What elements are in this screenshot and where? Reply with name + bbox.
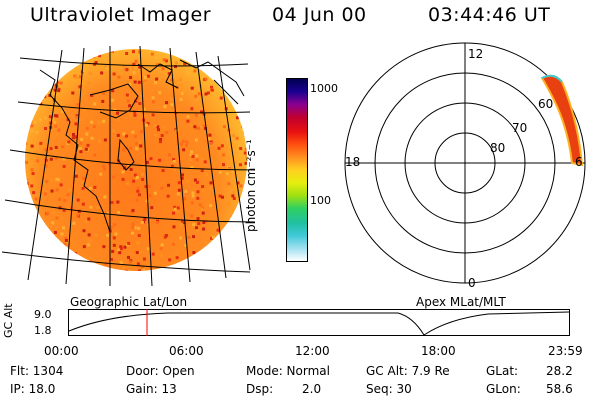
flight-info: Flt: 1304 — [10, 364, 64, 378]
gc-alt-info: GC Alt: 7.9 Re — [366, 364, 450, 378]
mlt-label-0: 0 — [468, 276, 476, 290]
lat-label-70: 70 — [512, 121, 527, 135]
date-label: 04 Jun 00 — [272, 4, 367, 26]
mode-info: Mode: Normal — [246, 364, 330, 378]
glat-label: GLat: — [486, 364, 519, 378]
timeline-ytick-low: 1.8 — [34, 324, 52, 337]
auroral-oval — [540, 74, 584, 167]
ip-info: IP: 18.0 — [10, 382, 56, 396]
timeline-xtick-1: 06:00 — [169, 344, 204, 358]
glon-value: 58.6 — [546, 382, 573, 396]
colorbar-tick-1000: 1000 — [310, 82, 338, 95]
colorbar-unit-label: photon cm⁻²s⁻¹ — [244, 139, 258, 232]
app-title: Ultraviolet Imager — [30, 4, 212, 26]
time-label: 03:44:46 UT — [428, 4, 551, 26]
timeline-xtick-2: 12:00 — [295, 344, 330, 358]
geographic-panel-label: Geographic Lat/Lon — [70, 295, 188, 309]
dsp-value: 2.0 — [302, 382, 322, 396]
coastline — [39, 59, 245, 233]
lat-label-80: 80 — [490, 141, 505, 155]
mlt-label-12: 12 — [468, 47, 483, 61]
gain-info: Gain: 13 — [126, 382, 177, 396]
door-info: Door: Open — [126, 364, 195, 378]
timeline-xtick-3: 18:00 — [421, 344, 456, 358]
mlt-label-6: 6 — [575, 155, 583, 169]
seq-info: Seq: 30 — [366, 382, 412, 396]
timeline-plot — [68, 309, 570, 336]
lat-label-60: 60 — [538, 97, 553, 111]
colorbar-tick-100: 100 — [310, 194, 331, 207]
glat-value: 28.2 — [546, 364, 573, 378]
timeline-ytick-high: 9.0 — [34, 308, 52, 321]
geographic-image — [1, 45, 256, 287]
glon-label: GLon: — [486, 382, 521, 396]
apex-panel-label: Apex MLat/MLT — [416, 295, 506, 309]
mlt-label-18: 18 — [345, 155, 360, 169]
timeline-xtick-0: 00:00 — [44, 344, 79, 358]
polar-plot: 12 18 0 6 60 70 80 — [344, 42, 586, 290]
colorbar — [286, 78, 308, 262]
timeline-axis-label: GC Alt — [2, 303, 15, 338]
dsp-label: Dsp: — [246, 382, 274, 396]
timeline-xtick-4: 23:59 — [548, 344, 583, 358]
graticule — [1, 45, 256, 287]
